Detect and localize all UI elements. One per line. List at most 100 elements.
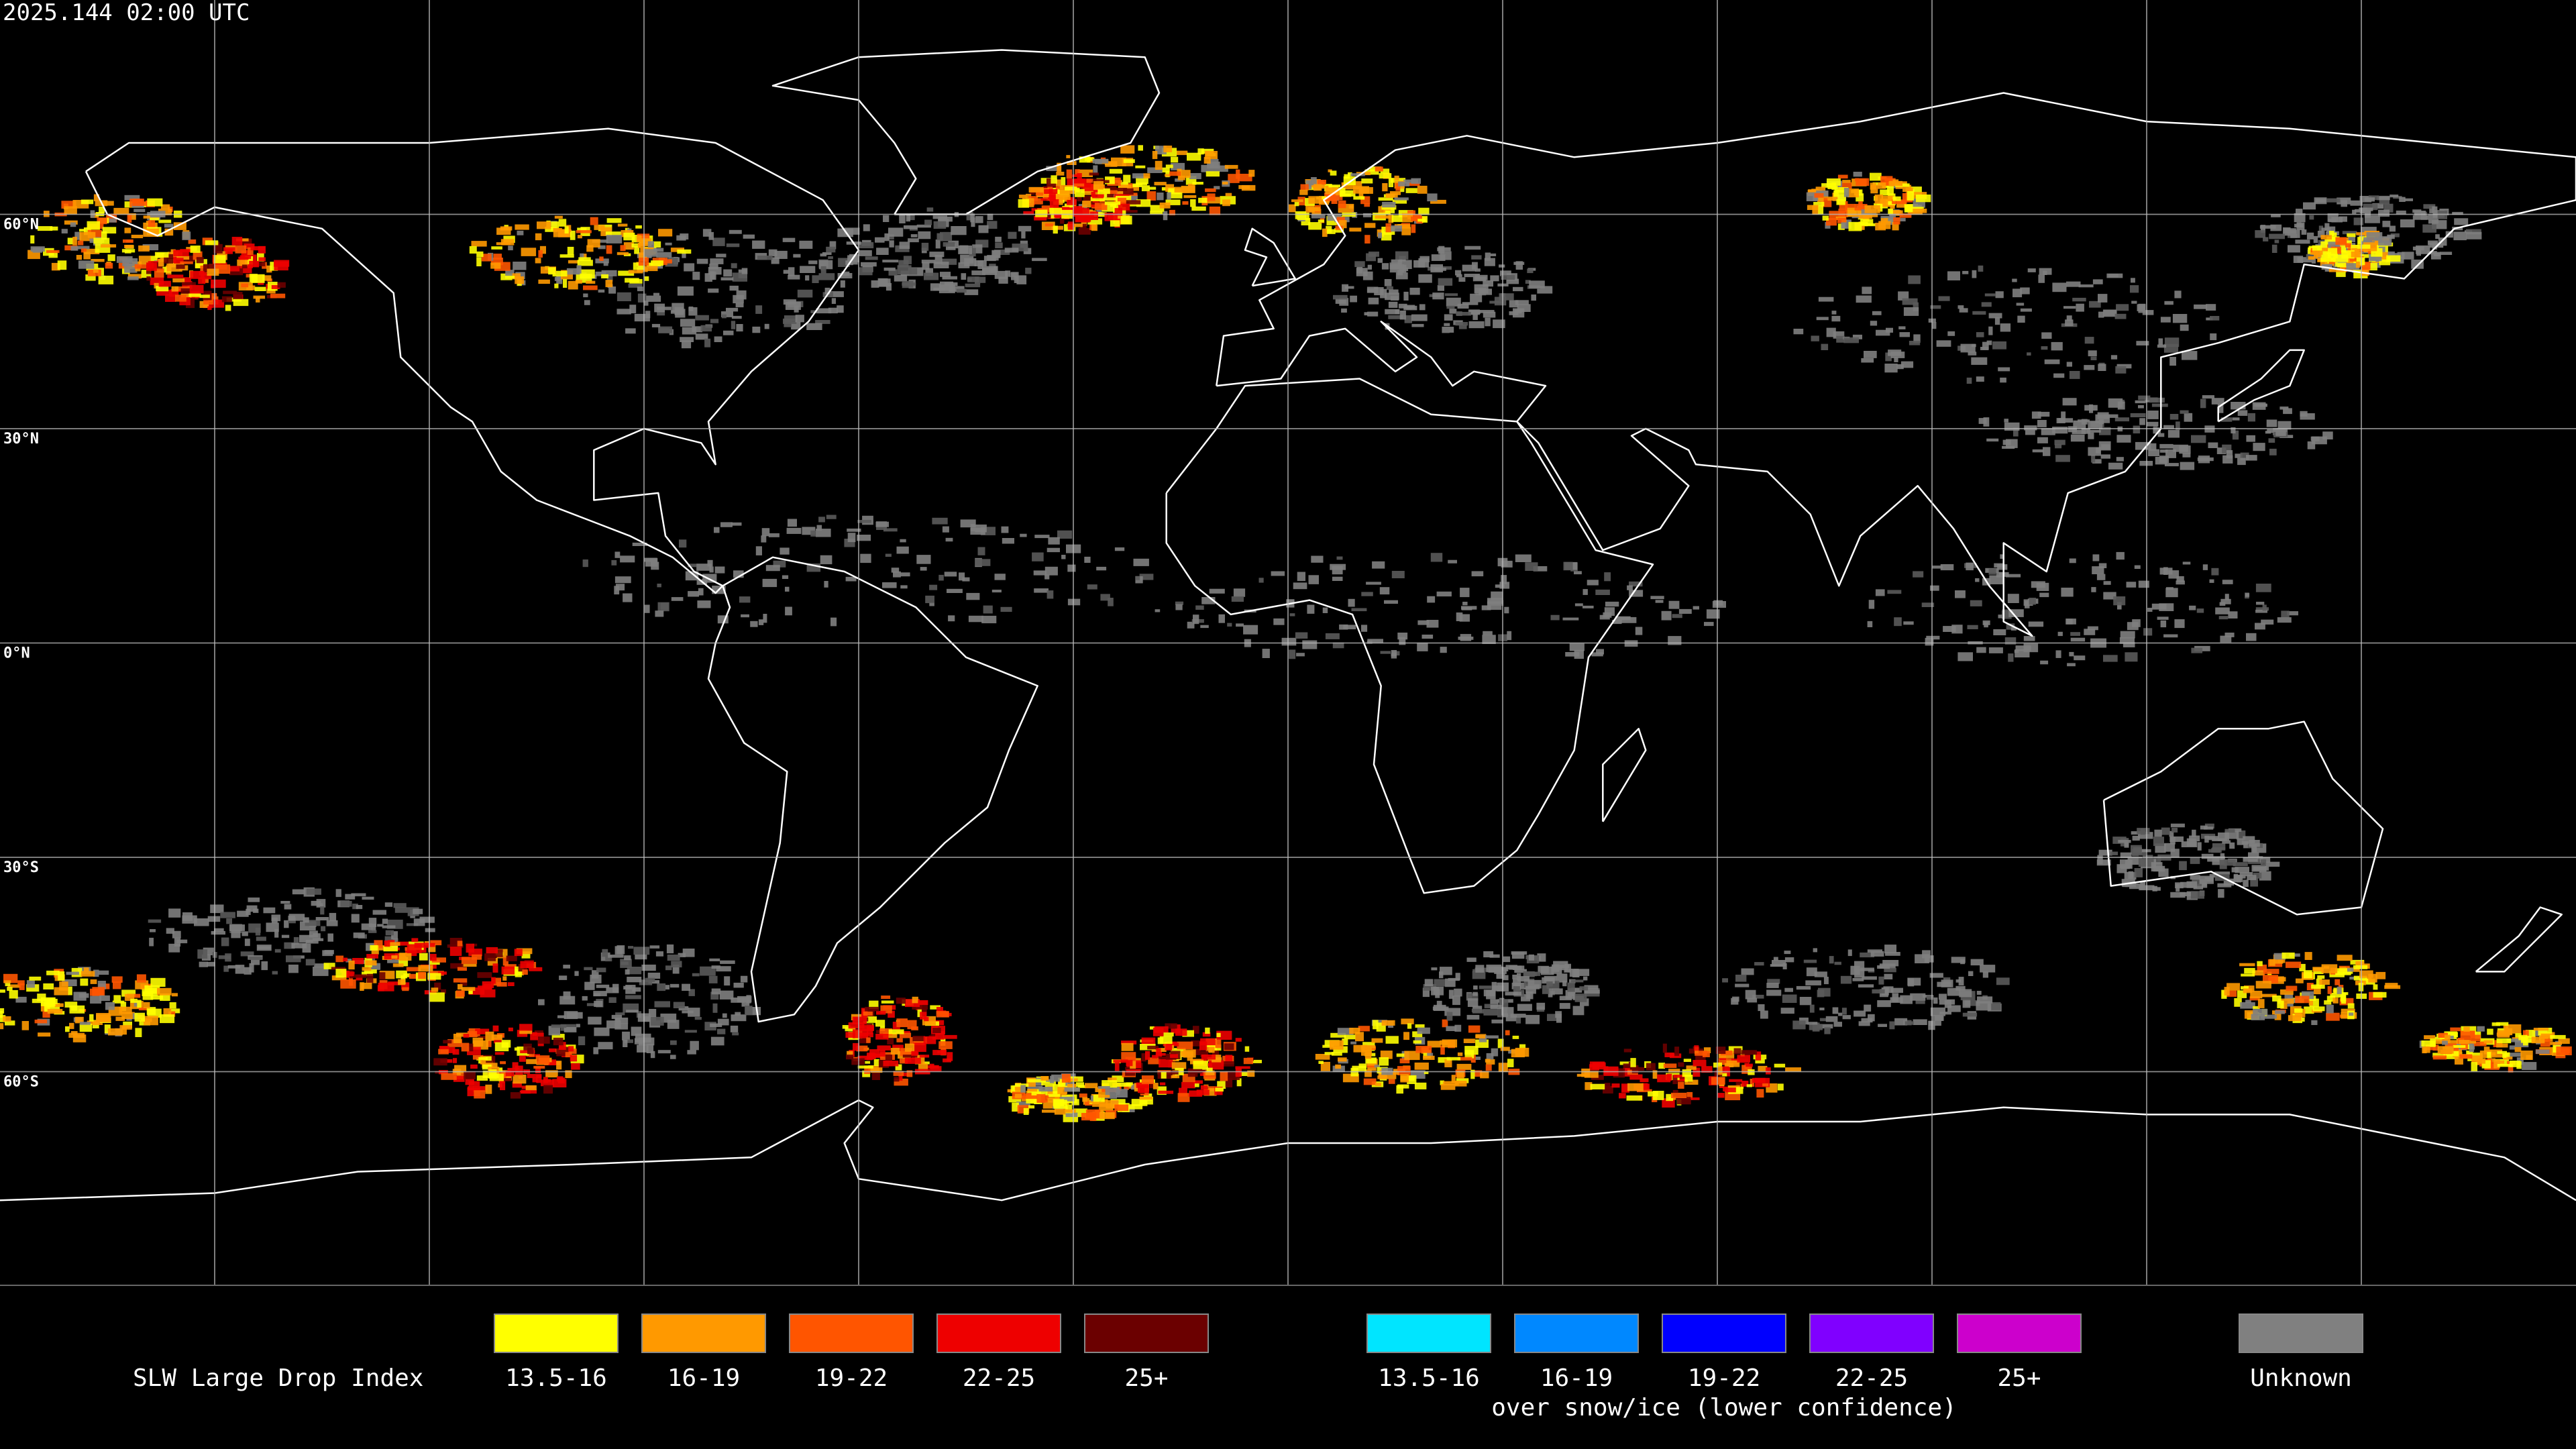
cloud-pixel	[899, 1032, 912, 1038]
cloud-pixel	[557, 1076, 564, 1082]
cloud-pixel	[1348, 598, 1355, 607]
cloud-pixel	[1389, 191, 1401, 195]
cloud-pixel	[1572, 1006, 1585, 1016]
cloud-pixel	[1490, 253, 1497, 256]
cloud-pixel	[671, 597, 684, 601]
cloud-pixel	[1027, 1085, 1043, 1091]
cloud-pixel	[1338, 200, 1346, 209]
cloud-pixel	[1291, 199, 1303, 203]
cloud-pixel	[1509, 965, 1522, 970]
cloud-pixel	[1780, 1008, 1794, 1014]
cloud-pixel	[2137, 828, 2150, 835]
cloud-pixel	[2549, 1042, 2562, 1045]
cloud-pixel	[882, 260, 899, 263]
cloud-pixel	[464, 1071, 476, 1079]
cloud-pixel	[2138, 580, 2149, 588]
cloud-pixel	[605, 280, 613, 288]
cloud-pixel	[2160, 620, 2167, 628]
cloud-pixel	[2505, 1052, 2510, 1057]
cloud-pixel	[857, 520, 871, 523]
cloud-pixel	[1493, 319, 1505, 329]
cloud-pixel	[810, 530, 816, 537]
cloud-pixel	[2347, 233, 2356, 237]
cloud-pixel	[1766, 989, 1782, 996]
cloud-pixel	[1089, 1100, 1097, 1104]
cloud-pixel	[1084, 556, 1091, 563]
cloud-pixel	[1833, 190, 1839, 197]
cloud-pixel	[254, 262, 266, 266]
cloud-pixel	[2312, 967, 2323, 972]
cloud-pixel	[2090, 356, 2097, 360]
cloud-pixel	[504, 1078, 512, 1081]
cloud-pixel	[2498, 1060, 2504, 1064]
cloud-pixel	[223, 965, 229, 972]
cloud-pixel	[1870, 321, 1878, 326]
cloud-pixel	[1574, 969, 1590, 976]
cloud-pixel	[1470, 1069, 1475, 1079]
cloud-pixel	[471, 241, 487, 247]
cloud-pixel	[1103, 197, 1117, 201]
cloud-pixel	[2339, 998, 2354, 1006]
cloud-pixel	[857, 535, 871, 541]
cloud-pixel	[1982, 341, 1989, 350]
cloud-pixel	[1366, 641, 1373, 644]
cloud-pixel	[723, 269, 733, 277]
cloud-pixel	[1462, 302, 1479, 305]
cloud-pixel	[1332, 566, 1343, 575]
cloud-pixel	[200, 274, 212, 280]
cloud-pixel	[2348, 235, 2355, 242]
cloud-pixel	[771, 257, 780, 264]
cloud-pixel	[1040, 198, 1049, 201]
cloud-pixel	[1515, 300, 1529, 305]
cloud-pixel	[510, 1092, 521, 1099]
cloud-pixel	[2069, 558, 2076, 564]
cloud-pixel	[2444, 1031, 2457, 1036]
cloud-pixel	[1464, 246, 1481, 250]
cloud-pixel	[1741, 1081, 1749, 1087]
cloud-pixel	[1499, 582, 1510, 589]
cloud-pixel	[5, 1020, 15, 1026]
cloud-pixel	[456, 1032, 470, 1037]
cloud-pixel	[1456, 1071, 1464, 1079]
cloud-pixel	[1582, 605, 1594, 608]
cloud-pixel	[684, 263, 695, 272]
coastline	[1165, 378, 1654, 894]
cloud-pixel	[1939, 994, 1947, 1000]
cloud-pixel	[98, 970, 109, 975]
cloud-pixel	[971, 270, 985, 276]
cloud-pixel	[1148, 186, 1157, 190]
cloud-pixel	[326, 920, 338, 926]
cloud-pixel	[2182, 561, 2191, 565]
cloud-pixel	[133, 1001, 140, 1007]
cloud-pixel	[1108, 1077, 1117, 1082]
cloud-pixel	[2412, 209, 2422, 213]
cloud-pixel	[1458, 325, 1467, 329]
cloud-pixel	[913, 1042, 926, 1053]
cloud-pixel	[1487, 598, 1503, 604]
cloud-pixel	[2020, 287, 2030, 294]
cloud-pixel	[1822, 215, 1829, 221]
cloud-pixel	[2158, 338, 2163, 345]
cloud-pixel	[2259, 225, 2276, 229]
cloud-pixel	[729, 285, 739, 291]
cloud-pixel	[1114, 1062, 1120, 1071]
cloud-pixel	[1537, 286, 1553, 294]
cloud-pixel	[1455, 973, 1460, 980]
cloud-pixel	[241, 264, 248, 268]
cloud-pixel	[1061, 177, 1066, 186]
cloud-pixel	[1098, 1086, 1110, 1089]
cloud-pixel	[1842, 180, 1851, 183]
cloud-pixel	[783, 270, 790, 274]
legend-label: 22-25	[1835, 1364, 1908, 1392]
cloud-pixel	[1200, 1085, 1208, 1090]
cloud-pixel	[896, 546, 909, 554]
cloud-pixel	[157, 987, 172, 996]
cloud-pixel	[1385, 193, 1398, 198]
cloud-pixel	[2399, 197, 2406, 202]
cloud-pixel	[2244, 967, 2255, 974]
cloud-pixel	[2349, 1012, 2354, 1016]
cloud-pixel	[2247, 875, 2257, 880]
cloud-pixel	[1159, 1082, 1166, 1085]
cloud-pixel	[1067, 1083, 1077, 1088]
cloud-pixel	[1894, 357, 1898, 362]
